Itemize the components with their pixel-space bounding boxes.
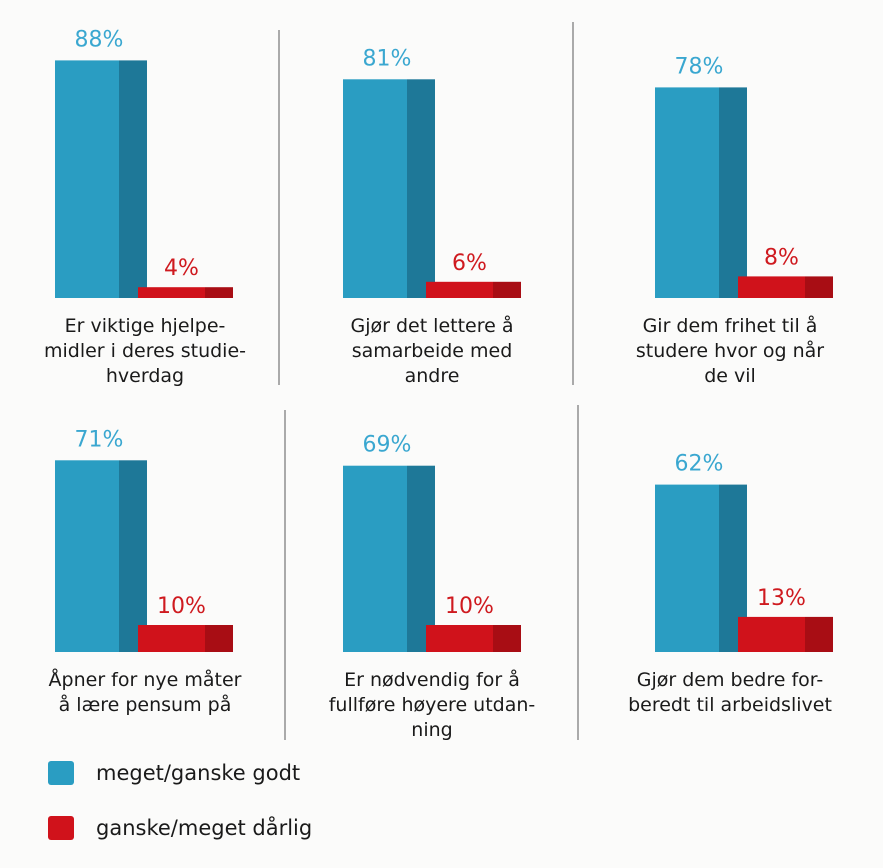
value-label-bad: 10% [445, 594, 494, 619]
bar-good-shade [119, 460, 147, 652]
panel-caption-line: ning [411, 719, 452, 741]
legend-swatch-good [48, 761, 74, 785]
value-label-good: 88% [75, 27, 124, 52]
legend-item-bad: ganske/meget dårlig [48, 813, 312, 843]
bar-bad [738, 276, 805, 298]
bar-bad [426, 625, 493, 652]
panel-caption-line: Er nødvendig for å [344, 668, 520, 691]
bar-good-shade [119, 60, 147, 299]
panel-caption-line: de vil [704, 365, 756, 387]
bar-good [655, 484, 719, 652]
panel-caption-line: Gjør dem bedre for- [637, 669, 823, 691]
panel-caption-line: samarbeide med [352, 340, 513, 362]
value-label-bad: 10% [157, 594, 206, 619]
bar-good [343, 79, 407, 298]
panel-caption-line: Åpner for nye måter [49, 668, 242, 691]
legend-item-good: meget/ganske godt [48, 758, 312, 788]
legend-label-good: meget/ganske godt [96, 761, 301, 785]
legend-label-bad: ganske/meget dårlig [96, 816, 313, 840]
bar-bad-shade [805, 276, 833, 298]
panel-caption-line: midler i deres studie- [44, 340, 246, 362]
bar-bad-shade [493, 281, 521, 298]
value-label-bad: 4% [164, 256, 199, 281]
bar-good-shade [719, 87, 747, 299]
panel-caption-line: Gjør det lettere å [350, 314, 513, 337]
panel-caption-line: andre [405, 365, 460, 387]
value-label-good: 62% [675, 452, 724, 477]
value-label-bad: 13% [757, 586, 806, 611]
bar-good [55, 460, 119, 652]
bar-good [55, 60, 119, 299]
value-label-good: 69% [363, 433, 412, 458]
bar-good-shade [407, 465, 435, 652]
bar-bad-shade [493, 625, 521, 652]
panel-caption-line: å lære pensum på [59, 693, 232, 716]
bar-bad [138, 625, 205, 652]
bar-bad [426, 281, 493, 298]
bar-bad-shade [205, 287, 233, 298]
bar-good-shade [407, 79, 435, 298]
value-label-bad: 6% [452, 251, 487, 276]
legend-swatch-bad [48, 816, 74, 840]
panel-caption-line: fullføre høyere utdan- [329, 694, 536, 716]
panel-caption-line: beredt til arbeidslivet [628, 694, 832, 716]
bar-bad [738, 616, 805, 652]
bar-bad-shade [805, 616, 833, 652]
value-label-good: 71% [75, 427, 124, 452]
panel-caption-line: studere hvor og når [636, 339, 824, 362]
value-label-bad: 8% [764, 245, 799, 270]
value-label-good: 78% [675, 54, 724, 79]
bar-good [343, 465, 407, 652]
value-label-good: 81% [363, 46, 412, 71]
panel-caption-line: Gir dem frihet til å [643, 314, 818, 337]
panel-caption-line: Er viktige hjelpe- [65, 315, 226, 337]
bar-bad [138, 287, 205, 298]
bar-good [655, 87, 719, 299]
bar-bad-shade [205, 625, 233, 652]
legend: meget/ganske godt ganske/meget dårlig [48, 758, 312, 868]
panel-caption-line: hverdag [106, 365, 184, 387]
